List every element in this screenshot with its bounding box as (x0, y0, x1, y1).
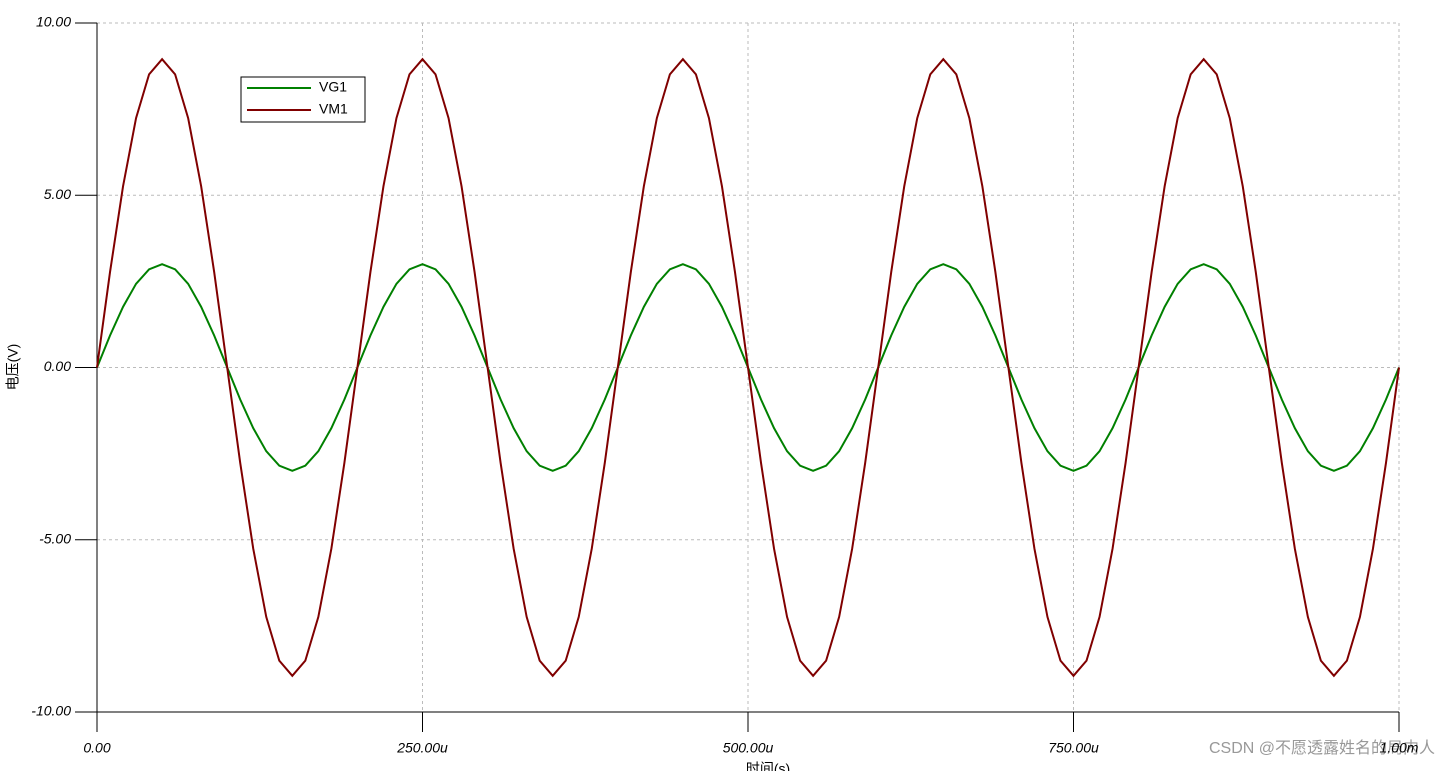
legend-box (240, 76, 366, 123)
x-tick-label: 500.00u (723, 740, 774, 756)
x-axis-label: 时间(s) (746, 761, 790, 771)
y-tick-label: 5.00 (44, 186, 71, 202)
y-tick-label: -5.00 (39, 530, 71, 546)
legend-label: VM1 (319, 101, 348, 117)
x-tick-label: 250.00u (396, 740, 448, 756)
legend-label: VG1 (319, 79, 347, 95)
y-axis-label: 电压(V) (5, 344, 21, 391)
y-tick-label: -10.00 (31, 703, 71, 719)
y-tick-label: 10.00 (36, 14, 71, 30)
x-tick-label: 0.00 (83, 740, 110, 756)
x-tick-label: 1.00m (1380, 740, 1419, 756)
x-tick-label: 750.00u (1048, 740, 1099, 756)
series-line (96, 57, 1400, 678)
watermark: CSDN @不愿透露姓名的局内人 (1209, 739, 1435, 757)
y-tick-label: 0.00 (44, 358, 71, 374)
